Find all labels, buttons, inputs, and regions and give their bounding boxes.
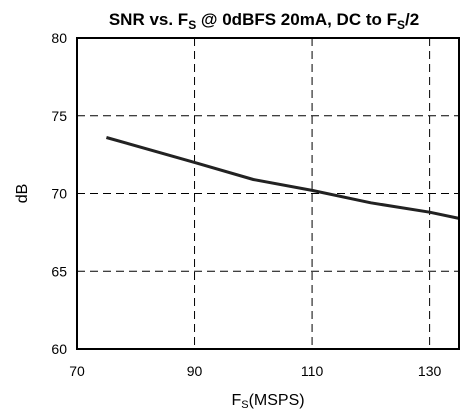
y-axis-label: dB xyxy=(14,184,31,204)
y-tick-label: 70 xyxy=(51,186,67,202)
plot-frame xyxy=(76,37,460,350)
x-axis-label-main: F xyxy=(231,392,241,409)
x-tick-label: 130 xyxy=(418,363,442,379)
series-line xyxy=(105,136,460,220)
title-main: SNR vs. F xyxy=(109,10,188,29)
x-axis-label: FS(MSPS) xyxy=(231,392,304,411)
grid-layer xyxy=(77,38,459,349)
chart-title: SNR vs. FS @ 0dBFS 20mA, DC to FS/2 xyxy=(109,10,419,32)
x-tick-label: 70 xyxy=(69,363,85,379)
tick-label-layer: 70 90 110 130 60 65 70 75 80 xyxy=(51,30,441,379)
y-tick-label: 60 xyxy=(51,341,67,357)
x-axis-label-sub: S xyxy=(241,399,248,411)
y-tick-label: 80 xyxy=(51,30,67,46)
x-tick-label: 90 xyxy=(187,363,203,379)
y-tick-label: 65 xyxy=(51,263,67,279)
x-tick-label: 110 xyxy=(301,363,324,379)
title-sub1: S xyxy=(188,18,196,32)
line-layer xyxy=(105,136,460,220)
title-sub2: S xyxy=(397,18,405,32)
title-mid: @ 0dBFS 20mA, DC to F xyxy=(196,10,397,29)
y-tick-label: 75 xyxy=(51,108,67,124)
x-axis-label-rest: (MSPS) xyxy=(249,392,305,409)
title-end: /2 xyxy=(405,10,419,29)
